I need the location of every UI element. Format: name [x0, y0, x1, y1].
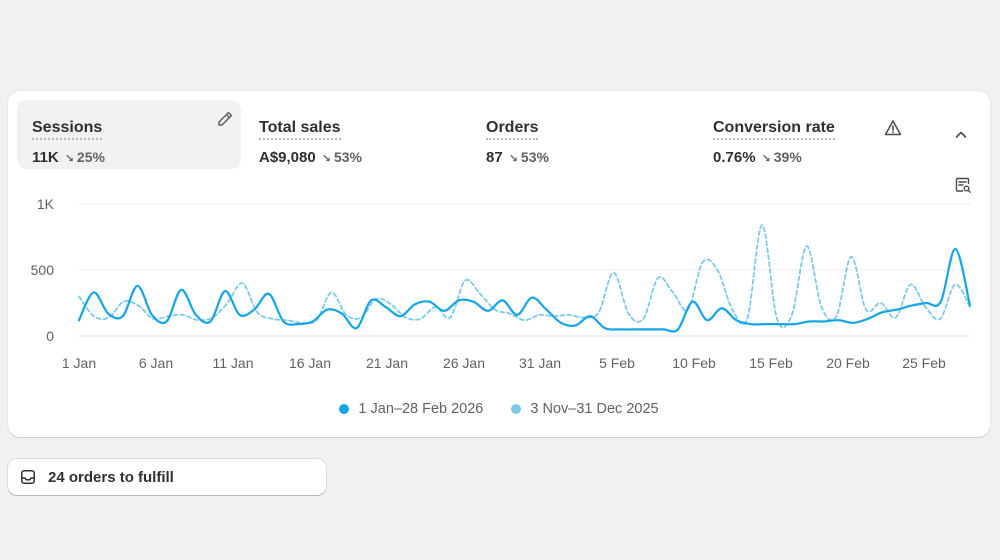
legend-label: 1 Jan–28 Feb 2026	[358, 401, 484, 417]
pencil-icon[interactable]	[215, 109, 235, 129]
x-tick-label: 26 Jan	[443, 355, 485, 371]
metric-tab-conversion-rate[interactable]: Conversion rate 0.76% ↘ 39%	[698, 100, 922, 169]
chevron-up-icon[interactable]	[951, 125, 971, 145]
arrow-down-right-icon: ↘	[761, 153, 771, 165]
metric-value: A$9,080 ↘ 53%	[259, 149, 362, 166]
metric-label: Conversion rate	[713, 119, 835, 140]
metric-change: ↘ 53%	[508, 149, 549, 165]
metric-change: ↘ 25%	[64, 149, 105, 165]
x-tick-label: 11 Jan	[213, 355, 254, 371]
x-tick-label: 1 Jan	[62, 355, 96, 371]
metric-tab-total-sales[interactable]: Total sales A$9,080 ↘ 53%	[244, 100, 468, 169]
metric-value: 11K ↘ 25%	[32, 149, 105, 166]
arrow-down-right-icon: ↘	[508, 153, 518, 165]
metric-tab-orders[interactable]: Orders 87 ↘ 53%	[471, 100, 695, 169]
legend-item-previous[interactable]: 3 Nov–31 Dec 2025	[511, 401, 659, 417]
series-line-previous	[78, 224, 971, 329]
x-tick-label: 10 Feb	[672, 355, 716, 371]
x-tick-label: 16 Jan	[289, 355, 331, 371]
metric-tab-sessions[interactable]: Sessions 11K ↘ 25%	[17, 100, 241, 169]
legend-item-current[interactable]: 1 Jan–28 Feb 2026	[339, 401, 483, 417]
series-line-current	[77, 247, 972, 333]
arrow-down-right-icon: ↘	[321, 153, 331, 165]
x-tick-label: 20 Feb	[826, 355, 870, 371]
metric-label: Total sales	[259, 119, 341, 140]
orders-to-fulfill-button[interactable]: 24 orders to fulfill	[8, 459, 326, 495]
metric-label: Sessions	[32, 119, 103, 140]
arrow-down-right-icon: ↘	[64, 153, 74, 165]
x-tick-label: 21 Jan	[366, 355, 408, 371]
x-tick-label: 25 Feb	[902, 355, 946, 371]
legend-label: 3 Nov–31 Dec 2025	[530, 401, 659, 417]
x-tick-label: 31 Jan	[519, 355, 561, 371]
y-tick-label: 500	[31, 262, 55, 278]
x-tick-label: 6 Jan	[139, 355, 173, 371]
x-tick-label: 5 Feb	[599, 355, 635, 371]
legend-swatch	[339, 404, 350, 414]
metric-label: Orders	[486, 119, 539, 140]
metric-change: ↘ 53%	[321, 149, 362, 165]
y-tick-label: 0	[46, 328, 54, 344]
legend-swatch	[511, 404, 522, 414]
sessions-analytics-card: Sessions 11K ↘ 25% Total sales A$9,080 ↘ 53%…	[8, 91, 990, 437]
chart-legend: 1 Jan–28 Feb 2026 3 Nov–31 Dec 2025	[8, 401, 990, 418]
metric-change: ↘ 39%	[761, 149, 802, 165]
metric-value: 0.76% ↘ 39%	[713, 149, 802, 166]
inbox-tray-icon	[20, 469, 36, 485]
warning-triangle-icon[interactable]	[883, 118, 903, 138]
x-tick-label: 15 Feb	[749, 355, 793, 371]
sessions-line-chart: 0 500 1K 1 Jan 6 Jan 11 Jan 16 Jan 21 Jan 26 Jan…	[31, 196, 972, 371]
report-search-icon[interactable]	[953, 175, 973, 195]
y-tick-label: 1K	[37, 196, 55, 212]
orders-to-fulfill-label: 24 orders to fulfill	[48, 468, 174, 486]
metric-value: 87 ↘ 53%	[486, 149, 549, 166]
